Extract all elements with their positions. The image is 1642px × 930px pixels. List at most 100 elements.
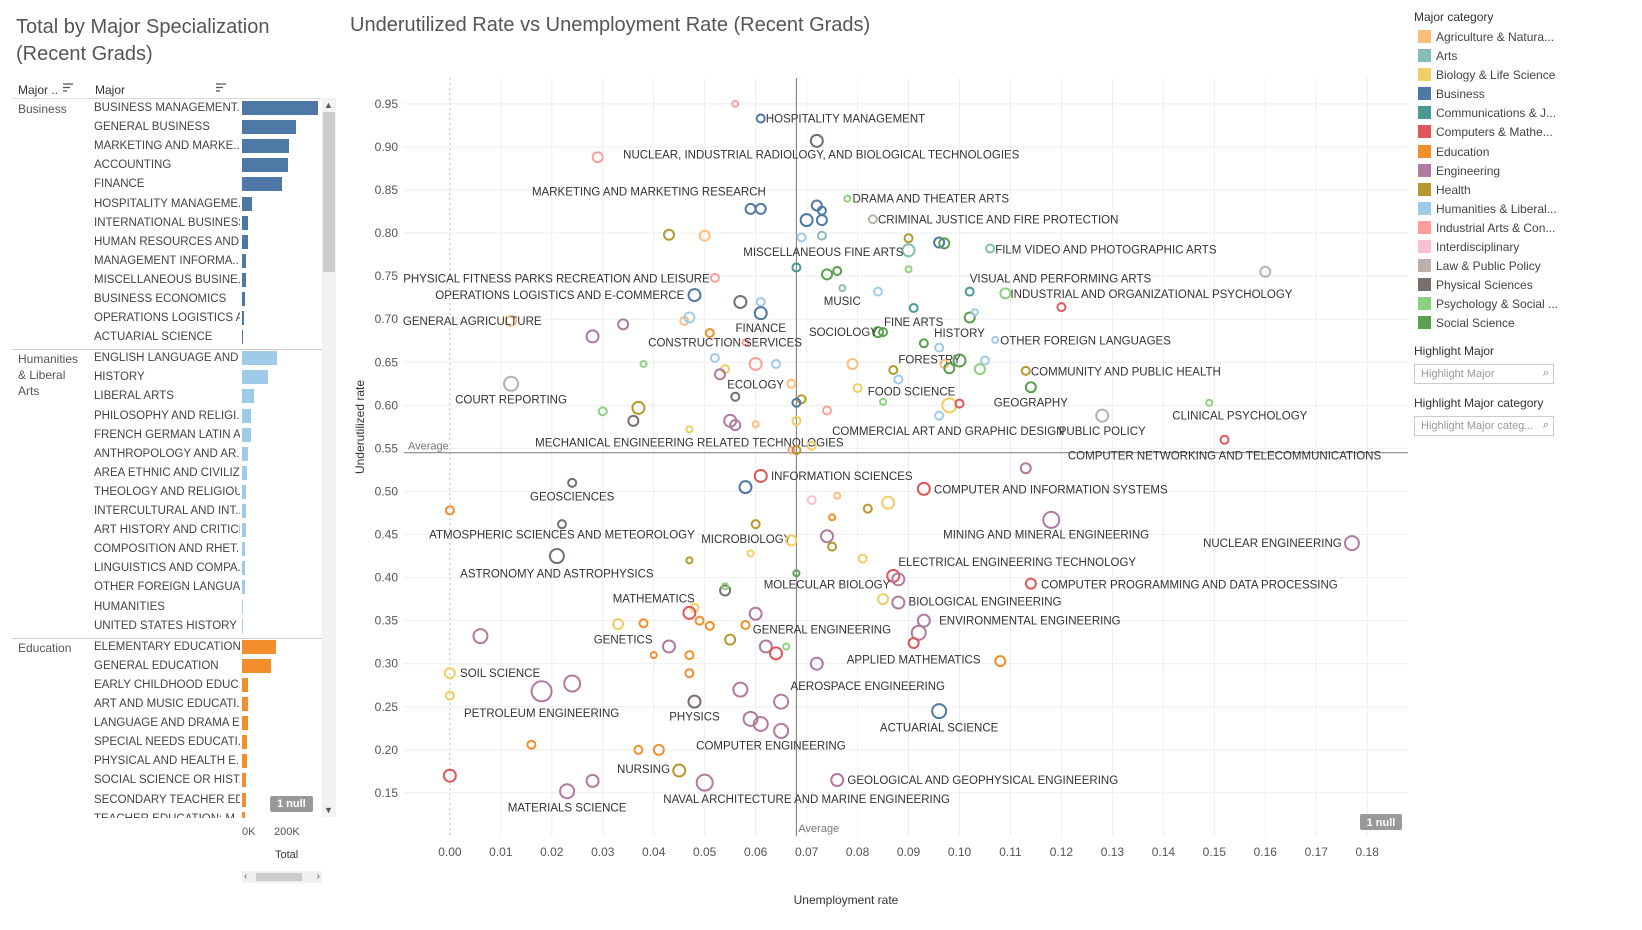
data-point[interactable] (838, 284, 847, 293)
bar[interactable] (242, 658, 272, 673)
data-point[interactable] (901, 243, 916, 258)
bar[interactable] (242, 542, 246, 557)
data-point[interactable] (785, 534, 798, 547)
bar[interactable] (242, 599, 243, 614)
data-point[interactable] (631, 400, 646, 415)
data-point[interactable] (755, 113, 766, 124)
legend-item[interactable]: Education (1414, 143, 1564, 162)
bar[interactable] (242, 677, 249, 692)
data-point[interactable] (1024, 381, 1037, 394)
bar[interactable] (242, 735, 248, 750)
data-point[interactable] (672, 763, 687, 778)
data-point[interactable] (729, 419, 742, 432)
bar[interactable] (242, 754, 248, 769)
sort-icon[interactable] (62, 83, 74, 93)
data-point[interactable] (1024, 577, 1037, 590)
data-point[interactable] (952, 353, 967, 368)
horizontal-scrollbar[interactable]: ‹ › (242, 871, 322, 883)
data-point[interactable] (1042, 510, 1061, 529)
data-point[interactable] (867, 214, 878, 225)
data-point[interactable] (709, 272, 720, 283)
bar[interactable] (242, 484, 247, 499)
legend-item[interactable]: Agriculture & Natura... (1414, 28, 1564, 47)
data-point[interactable] (713, 368, 726, 381)
data-point[interactable] (687, 694, 702, 709)
data-point[interactable] (748, 606, 763, 621)
data-point[interactable] (871, 326, 884, 339)
data-point[interactable] (970, 308, 979, 317)
data-point[interactable] (821, 268, 834, 281)
bar-row[interactable]: GENERAL EDUCATION (94, 657, 322, 676)
bar-row[interactable]: HOSPITALITY MANAGEME... (94, 195, 322, 214)
data-point[interactable] (822, 405, 833, 416)
data-point[interactable] (721, 582, 730, 591)
data-point[interactable] (1205, 398, 1214, 407)
bar-row[interactable]: ANTHROPOLOGY AND AR... (94, 445, 322, 464)
bar-row[interactable]: OTHER FOREIGN LANGUA... (94, 578, 322, 597)
legend-item[interactable]: Health (1414, 181, 1564, 200)
data-point[interactable] (695, 773, 714, 792)
bar-row[interactable]: COMPOSITION AND RHET... (94, 540, 322, 559)
data-point[interactable] (938, 237, 951, 250)
bar[interactable] (242, 234, 248, 249)
data-point[interactable] (773, 693, 790, 710)
bar-row[interactable]: HUMAN RESOURCES AND ... (94, 233, 322, 252)
data-point[interactable] (1219, 434, 1230, 445)
data-point[interactable] (724, 633, 737, 646)
column-header-major[interactable]: Major (95, 83, 126, 97)
bar[interactable] (242, 139, 290, 154)
data-point[interactable] (684, 668, 695, 679)
bar[interactable] (242, 427, 251, 442)
data-point[interactable] (815, 214, 828, 227)
data-point[interactable] (888, 365, 899, 376)
data-point[interactable] (755, 296, 766, 307)
bar-table-body[interactable]: Business BUSINESS MANAGEMENT... GENERAL BU… (12, 98, 322, 818)
data-point[interactable] (1056, 302, 1067, 313)
data-point[interactable] (910, 624, 927, 641)
data-point[interactable] (791, 397, 802, 408)
data-point[interactable] (738, 480, 753, 495)
bar-row[interactable]: PHYSICAL AND HEALTH E... (94, 752, 322, 771)
data-point[interactable] (963, 311, 976, 324)
data-point[interactable] (633, 744, 644, 755)
data-point[interactable] (730, 391, 741, 402)
data-point[interactable] (954, 398, 965, 409)
bar-row[interactable]: TEACHER EDUCATION: M... (94, 810, 322, 818)
data-point[interactable] (816, 230, 827, 241)
legend-item[interactable]: Biology & Life Science (1414, 66, 1564, 85)
data-point[interactable] (933, 236, 946, 249)
data-point[interactable] (753, 468, 768, 483)
bar-row[interactable]: MISCELLANEOUS BUSINE... (94, 271, 322, 290)
data-point[interactable] (530, 680, 553, 703)
data-point[interactable] (862, 503, 873, 514)
data-point[interactable] (563, 674, 582, 693)
data-point[interactable] (934, 342, 945, 353)
data-point[interactable] (444, 690, 455, 701)
bar[interactable] (242, 215, 248, 230)
data-point[interactable] (934, 410, 945, 421)
data-point[interactable] (684, 650, 695, 661)
bar[interactable] (242, 639, 277, 654)
bar[interactable] (242, 618, 243, 633)
bar[interactable] (242, 697, 249, 712)
scroll-up-arrow-icon[interactable]: ▲ (324, 100, 333, 110)
legend-item[interactable]: Interdisciplinary (1414, 238, 1564, 257)
data-point[interactable] (746, 549, 755, 558)
bar-row[interactable]: LINGUISTICS AND COMPA... (94, 559, 322, 578)
bar[interactable] (242, 773, 246, 788)
data-point[interactable] (832, 265, 843, 276)
data-point[interactable] (799, 213, 814, 228)
bar-row[interactable]: LIBERAL ARTS (94, 387, 322, 406)
data-point[interactable] (1019, 462, 1032, 475)
data-point[interactable] (753, 306, 768, 321)
bar-row[interactable]: SOCIAL SCIENCE OR HIST... (94, 771, 322, 790)
legend-item[interactable]: Communications & J... (1414, 104, 1564, 123)
bar-row[interactable]: INTERNATIONAL BUSINESS (94, 214, 322, 233)
data-point[interactable] (806, 495, 817, 506)
bar[interactable] (242, 465, 248, 480)
data-point[interactable] (1020, 365, 1031, 376)
data-point[interactable] (444, 505, 455, 516)
bar[interactable] (242, 351, 278, 366)
bar-row[interactable]: ART HISTORY AND CRITICI... (94, 521, 322, 540)
data-point[interactable] (907, 637, 920, 650)
